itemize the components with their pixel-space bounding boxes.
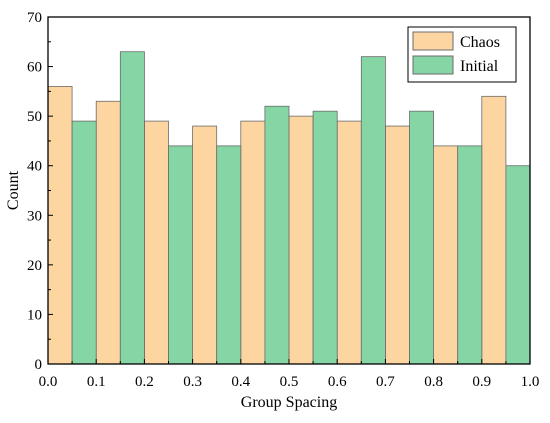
bar-chaos-6 <box>336 120 362 365</box>
y-tick-label: 60 <box>27 60 42 76</box>
x-tick-label: 0.8 <box>424 374 443 390</box>
x-tick-label: 0.4 <box>231 374 250 390</box>
bar-initial-5 <box>312 110 338 365</box>
bar-chaos-7 <box>384 125 410 365</box>
x-tick-label: 0.5 <box>280 374 299 390</box>
y-tick-label: 40 <box>27 159 42 175</box>
x-tick-label: 1.0 <box>521 374 540 390</box>
x-tick-label: 0.7 <box>376 374 395 390</box>
bar-initial-6 <box>360 56 386 365</box>
bar-initial-2 <box>168 145 194 365</box>
x-axis-title: Group Spacing <box>241 394 337 411</box>
bar-chaos-8 <box>433 145 459 365</box>
bar-initial-8 <box>457 145 483 365</box>
x-tick-label: 0.9 <box>472 374 491 390</box>
legend-swatch-chaos <box>412 31 454 51</box>
y-tick-label: 70 <box>27 10 42 26</box>
x-tick-label: 0.2 <box>135 374 154 390</box>
bar-initial-3 <box>216 145 242 365</box>
ticks-layer: 0.0 0.1 0.2 0.3 0.4 0.5 0.6 0.7 0.8 0.9 1.0 0 10 20 30… <box>27 10 539 390</box>
y-axis-title: Count <box>5 170 22 210</box>
legend: Chaos Initial <box>407 26 517 83</box>
bar-chaos-0 <box>47 86 73 365</box>
y-tick-label: 10 <box>27 307 42 323</box>
bar-chaos-9 <box>481 95 507 365</box>
bar-chaos-2 <box>143 120 169 365</box>
x-tick-label: 0.6 <box>328 374 347 390</box>
bar-initial-4 <box>264 105 290 365</box>
y-tick-label: 20 <box>27 258 42 274</box>
legend-label-chaos: Chaos <box>460 34 500 51</box>
legend-label-initial: Initial <box>460 58 499 75</box>
bar-initial-0 <box>71 120 97 365</box>
y-tick-label: 0 <box>35 357 43 373</box>
bar-chaos-5 <box>288 115 314 365</box>
y-tick-label: 50 <box>27 109 42 125</box>
legend-swatch-initial <box>412 55 454 75</box>
y-tick-label: 30 <box>27 208 42 224</box>
x-tick-label: 0.3 <box>183 374 202 390</box>
bar-initial-1 <box>119 51 145 365</box>
bar-initial-9 <box>505 165 531 365</box>
x-tick-label: 0.1 <box>87 374 106 390</box>
bar-chaos-4 <box>240 120 266 365</box>
bar-chaos-1 <box>95 100 121 365</box>
bars-layer <box>47 51 531 365</box>
x-tick-label: 0.0 <box>39 374 58 390</box>
bar-chaos-3 <box>192 125 218 365</box>
bar-initial-7 <box>409 110 435 365</box>
